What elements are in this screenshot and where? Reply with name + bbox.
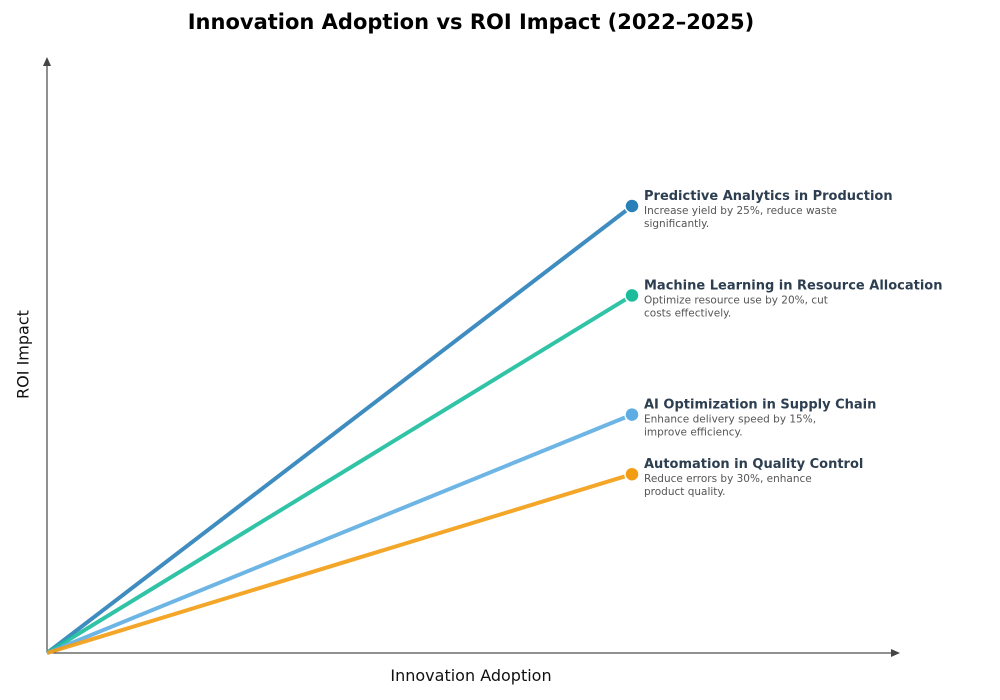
- series-line: [46, 472, 633, 655]
- series-label: Predictive Analytics in Production: [644, 189, 893, 204]
- series-end-point: [624, 406, 640, 423]
- series-description: Increase yield by 25%, reduce waste: [644, 205, 837, 217]
- x-axis-label: Innovation Adoption: [390, 666, 552, 685]
- series-description: Optimize resource use by 20%, cut: [644, 294, 828, 306]
- series-end-point: [624, 198, 640, 214]
- series-end-point: [624, 287, 640, 304]
- series-description: significantly.: [644, 218, 709, 230]
- chart-title: Innovation Adoption vs ROI Impact (2022–…: [187, 10, 755, 34]
- series-line: [45, 293, 634, 655]
- series-line: [45, 204, 634, 655]
- series-description: costs effectively.: [644, 307, 731, 319]
- series-line: [46, 412, 633, 655]
- series-description: Enhance delivery speed by 15%,: [644, 414, 816, 426]
- series-description: improve efficiency.: [644, 427, 743, 439]
- series-label: Machine Learning in Resource Allocation: [644, 278, 943, 293]
- y-axis-arrow-icon: [43, 57, 51, 66]
- series-description: Reduce errors by 30%, enhance: [644, 473, 812, 485]
- y-axis-label: ROI Impact: [13, 310, 33, 399]
- series-end-point: [624, 466, 640, 482]
- series-label: AI Optimization in Supply Chain: [644, 398, 876, 413]
- series-label: Automation in Quality Control: [644, 457, 863, 472]
- x-axis-arrow-icon: [891, 649, 900, 657]
- series-description: product quality.: [644, 486, 725, 498]
